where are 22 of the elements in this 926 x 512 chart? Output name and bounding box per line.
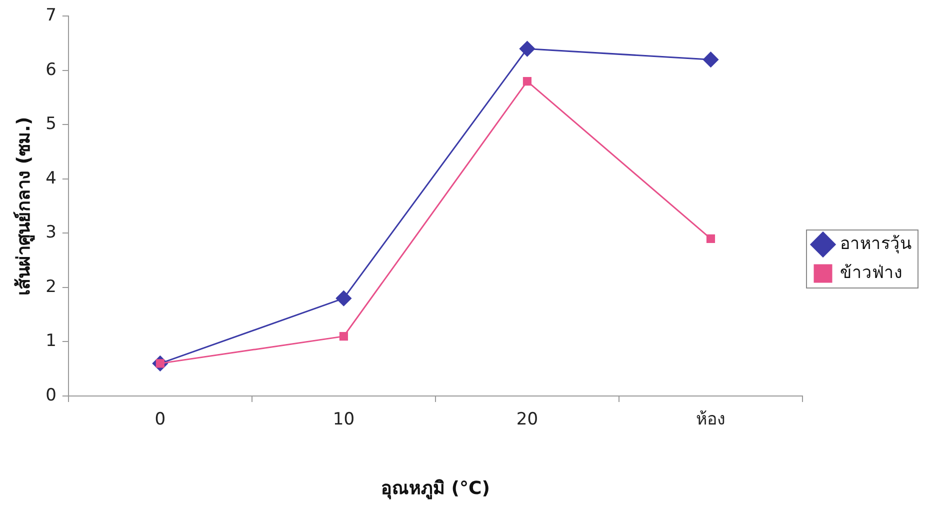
y-tick-label: 0 <box>46 385 56 406</box>
y-tick-label: 3 <box>46 222 56 243</box>
y-tick-label: 4 <box>46 168 56 188</box>
y-tick-label: 1 <box>46 331 56 352</box>
y-tick-label: 2 <box>46 276 56 297</box>
legend-label: อาหารวุ้น <box>840 234 912 254</box>
point <box>706 234 716 243</box>
point <box>522 77 532 86</box>
point <box>339 332 348 341</box>
x-tick-label: 0 <box>154 410 166 430</box>
x-axis-title: อุณหภูมิ (°C) <box>380 478 490 500</box>
x-tick-label: 10 <box>332 410 355 430</box>
point <box>702 52 718 68</box>
x-tick-label: 20 <box>516 410 538 430</box>
y-axis-title: เส้นผ่าศูนย์กลาง (ซม.) <box>12 116 36 296</box>
point <box>336 290 352 306</box>
x-tick-label: ห้อง <box>696 410 726 430</box>
point <box>519 41 535 57</box>
y-tick-label: 5 <box>46 114 56 134</box>
legend-label: ข้าวฟ่าง <box>840 262 902 283</box>
y-tick-label: 7 <box>46 6 56 26</box>
y-tick-label: 6 <box>46 60 56 80</box>
